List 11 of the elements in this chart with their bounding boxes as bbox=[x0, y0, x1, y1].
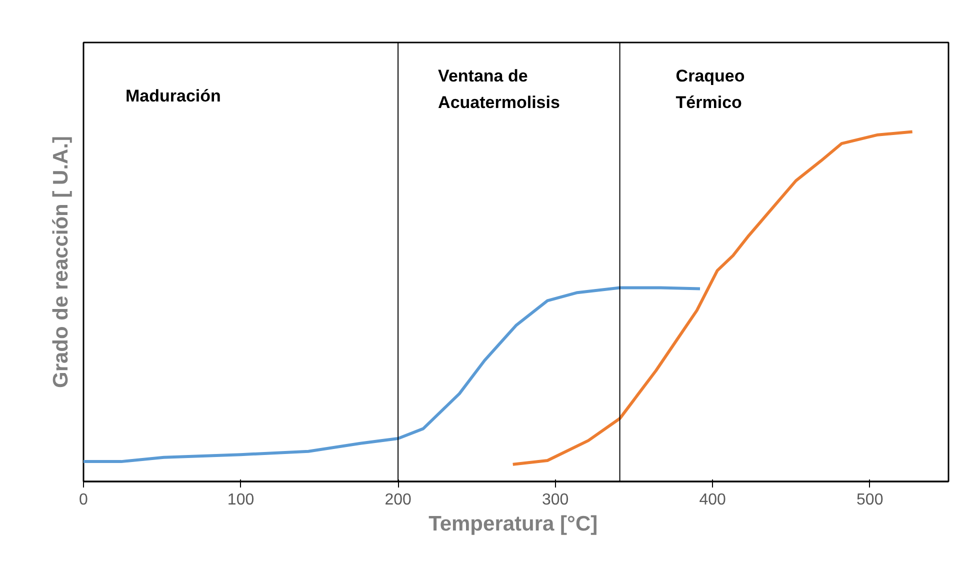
text: Craqueo Térmico bbox=[676, 66, 745, 112]
x-tick-label: 200 bbox=[384, 492, 412, 508]
x-tick-label: 500 bbox=[856, 492, 884, 508]
x-tick-label: 300 bbox=[542, 492, 569, 508]
text: Maduración bbox=[126, 86, 221, 106]
x-axis-title: Temperatura [°C] bbox=[428, 512, 598, 536]
x-tick-label: 0 bbox=[79, 492, 88, 508]
x-tick-label: 400 bbox=[699, 492, 726, 508]
x-tick-label: 100 bbox=[227, 492, 254, 508]
y-axis-title: Grado de reacción [ U.A.] bbox=[50, 136, 72, 388]
text: Ventana de Acuatermolisis bbox=[438, 66, 560, 112]
